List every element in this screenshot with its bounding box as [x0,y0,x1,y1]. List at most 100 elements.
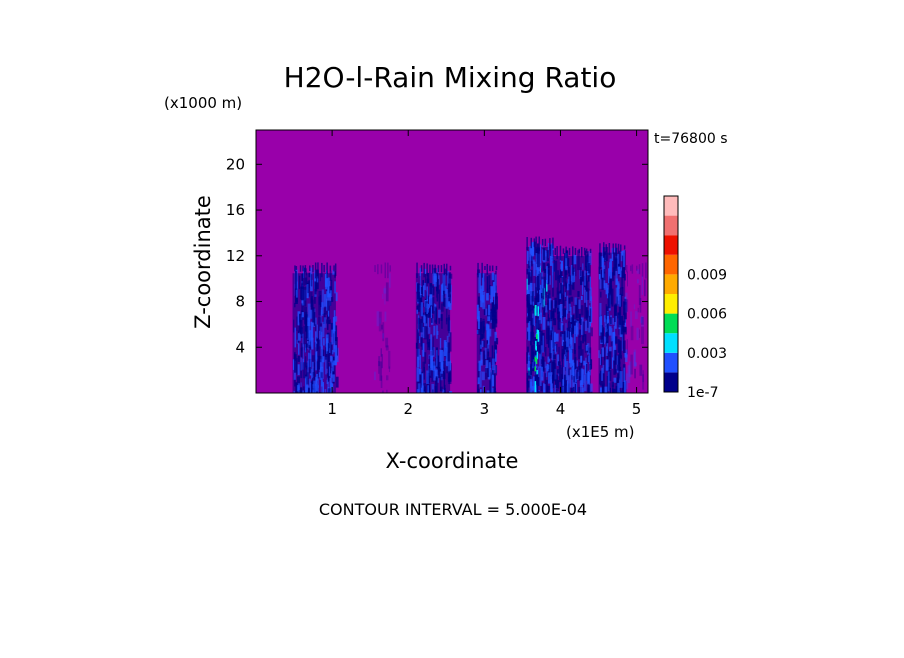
rain-streak [622,267,625,279]
rain-streak [547,385,550,391]
rain-streak [601,349,603,366]
rain-streak [536,339,540,353]
rain-streak [335,292,338,302]
rain-streak [417,346,419,357]
rain-streak [546,279,548,292]
rain-streak [605,338,608,356]
rain-streak [443,372,445,391]
colorbar-segment [664,196,678,216]
rain-streak [421,385,424,393]
rain-streak [447,301,451,307]
rain-streak [636,269,640,274]
rain-streak [307,322,309,340]
rain-streak [550,372,554,392]
rain-streak [634,311,638,319]
rain-streak [570,387,573,393]
rain-streak [320,366,324,373]
rain-streak [554,374,558,389]
rain-streak [495,365,498,376]
rain-streak [319,273,321,282]
rain-streak [577,250,580,271]
rain-streak [297,364,300,376]
rain-streak [609,356,612,370]
rain-streak [609,387,611,393]
rain-streak [583,334,587,342]
rain-streak [426,286,428,305]
rain-streak [481,334,483,340]
rain-streak [559,386,563,393]
rain-streak [538,332,541,345]
rain-streak [615,269,618,285]
rain-core-high [535,305,537,316]
rain-streak [433,274,437,287]
rain-streak [540,341,542,360]
rain-spike [429,264,431,274]
rain-streak [533,283,536,297]
rain-streak [526,317,529,324]
rain-streak [308,272,311,278]
x-tick-label: 5 [632,400,642,418]
rain-spike [312,265,314,273]
rain-streak [434,376,436,393]
rain-streak [605,359,609,371]
rain-streak [539,244,542,263]
rain-streak [494,331,497,343]
rain-streak [539,366,542,386]
rain-streak [553,318,557,326]
rain-streak [437,374,439,383]
colorbar-segment [664,372,678,392]
rain-streak [304,277,307,285]
rain-streak [559,304,563,318]
rain-streak [550,243,553,258]
rain-streak [297,333,301,341]
rain-streak [537,271,540,291]
rain-streak [306,372,309,385]
rain-streak [297,376,300,387]
rain-streak [491,272,495,281]
rain-streak [618,250,621,270]
rain-spike [380,264,383,274]
rain-streak [623,367,626,382]
rain-streak [567,375,570,393]
rain-streak [526,289,530,298]
rain-streak [386,375,389,381]
rain-streak [599,274,603,289]
rain-streak [583,369,585,384]
rain-streak [620,354,622,360]
rain-streak [493,387,496,393]
rain-streak [539,312,542,324]
rain-streak [587,355,589,363]
rain-streak [603,269,606,281]
rain-streak [494,345,498,354]
rain-streak [553,260,555,272]
rain-streak [617,281,620,301]
rain-streak [540,284,543,293]
colorbar-segment [664,215,678,236]
x-tick-label: 2 [403,400,413,418]
rain-streak [427,313,429,328]
rain-streak [528,265,531,284]
rain-streak [614,349,617,365]
rain-streak [623,340,626,353]
rain-spike [603,242,605,257]
rain-streak [429,283,433,295]
rain-streak [546,327,549,345]
rain-streak [319,358,322,371]
rain-spike [304,265,307,272]
rain-streak [566,327,569,338]
rain-streak [624,301,627,320]
rain-streak [628,361,632,377]
rain-streak [328,342,331,353]
rain-spike [495,265,498,271]
rain-streak [543,389,546,393]
rain-core-high [537,306,539,317]
rain-streak [388,350,391,369]
rain-streak [616,254,619,270]
rain-streak [419,268,422,285]
rain-streak [298,343,300,355]
rain-streak [581,281,584,295]
rain-streak [582,335,584,344]
rain-streak [607,313,609,322]
rain-streak [545,365,548,378]
rain-streak [313,294,316,304]
